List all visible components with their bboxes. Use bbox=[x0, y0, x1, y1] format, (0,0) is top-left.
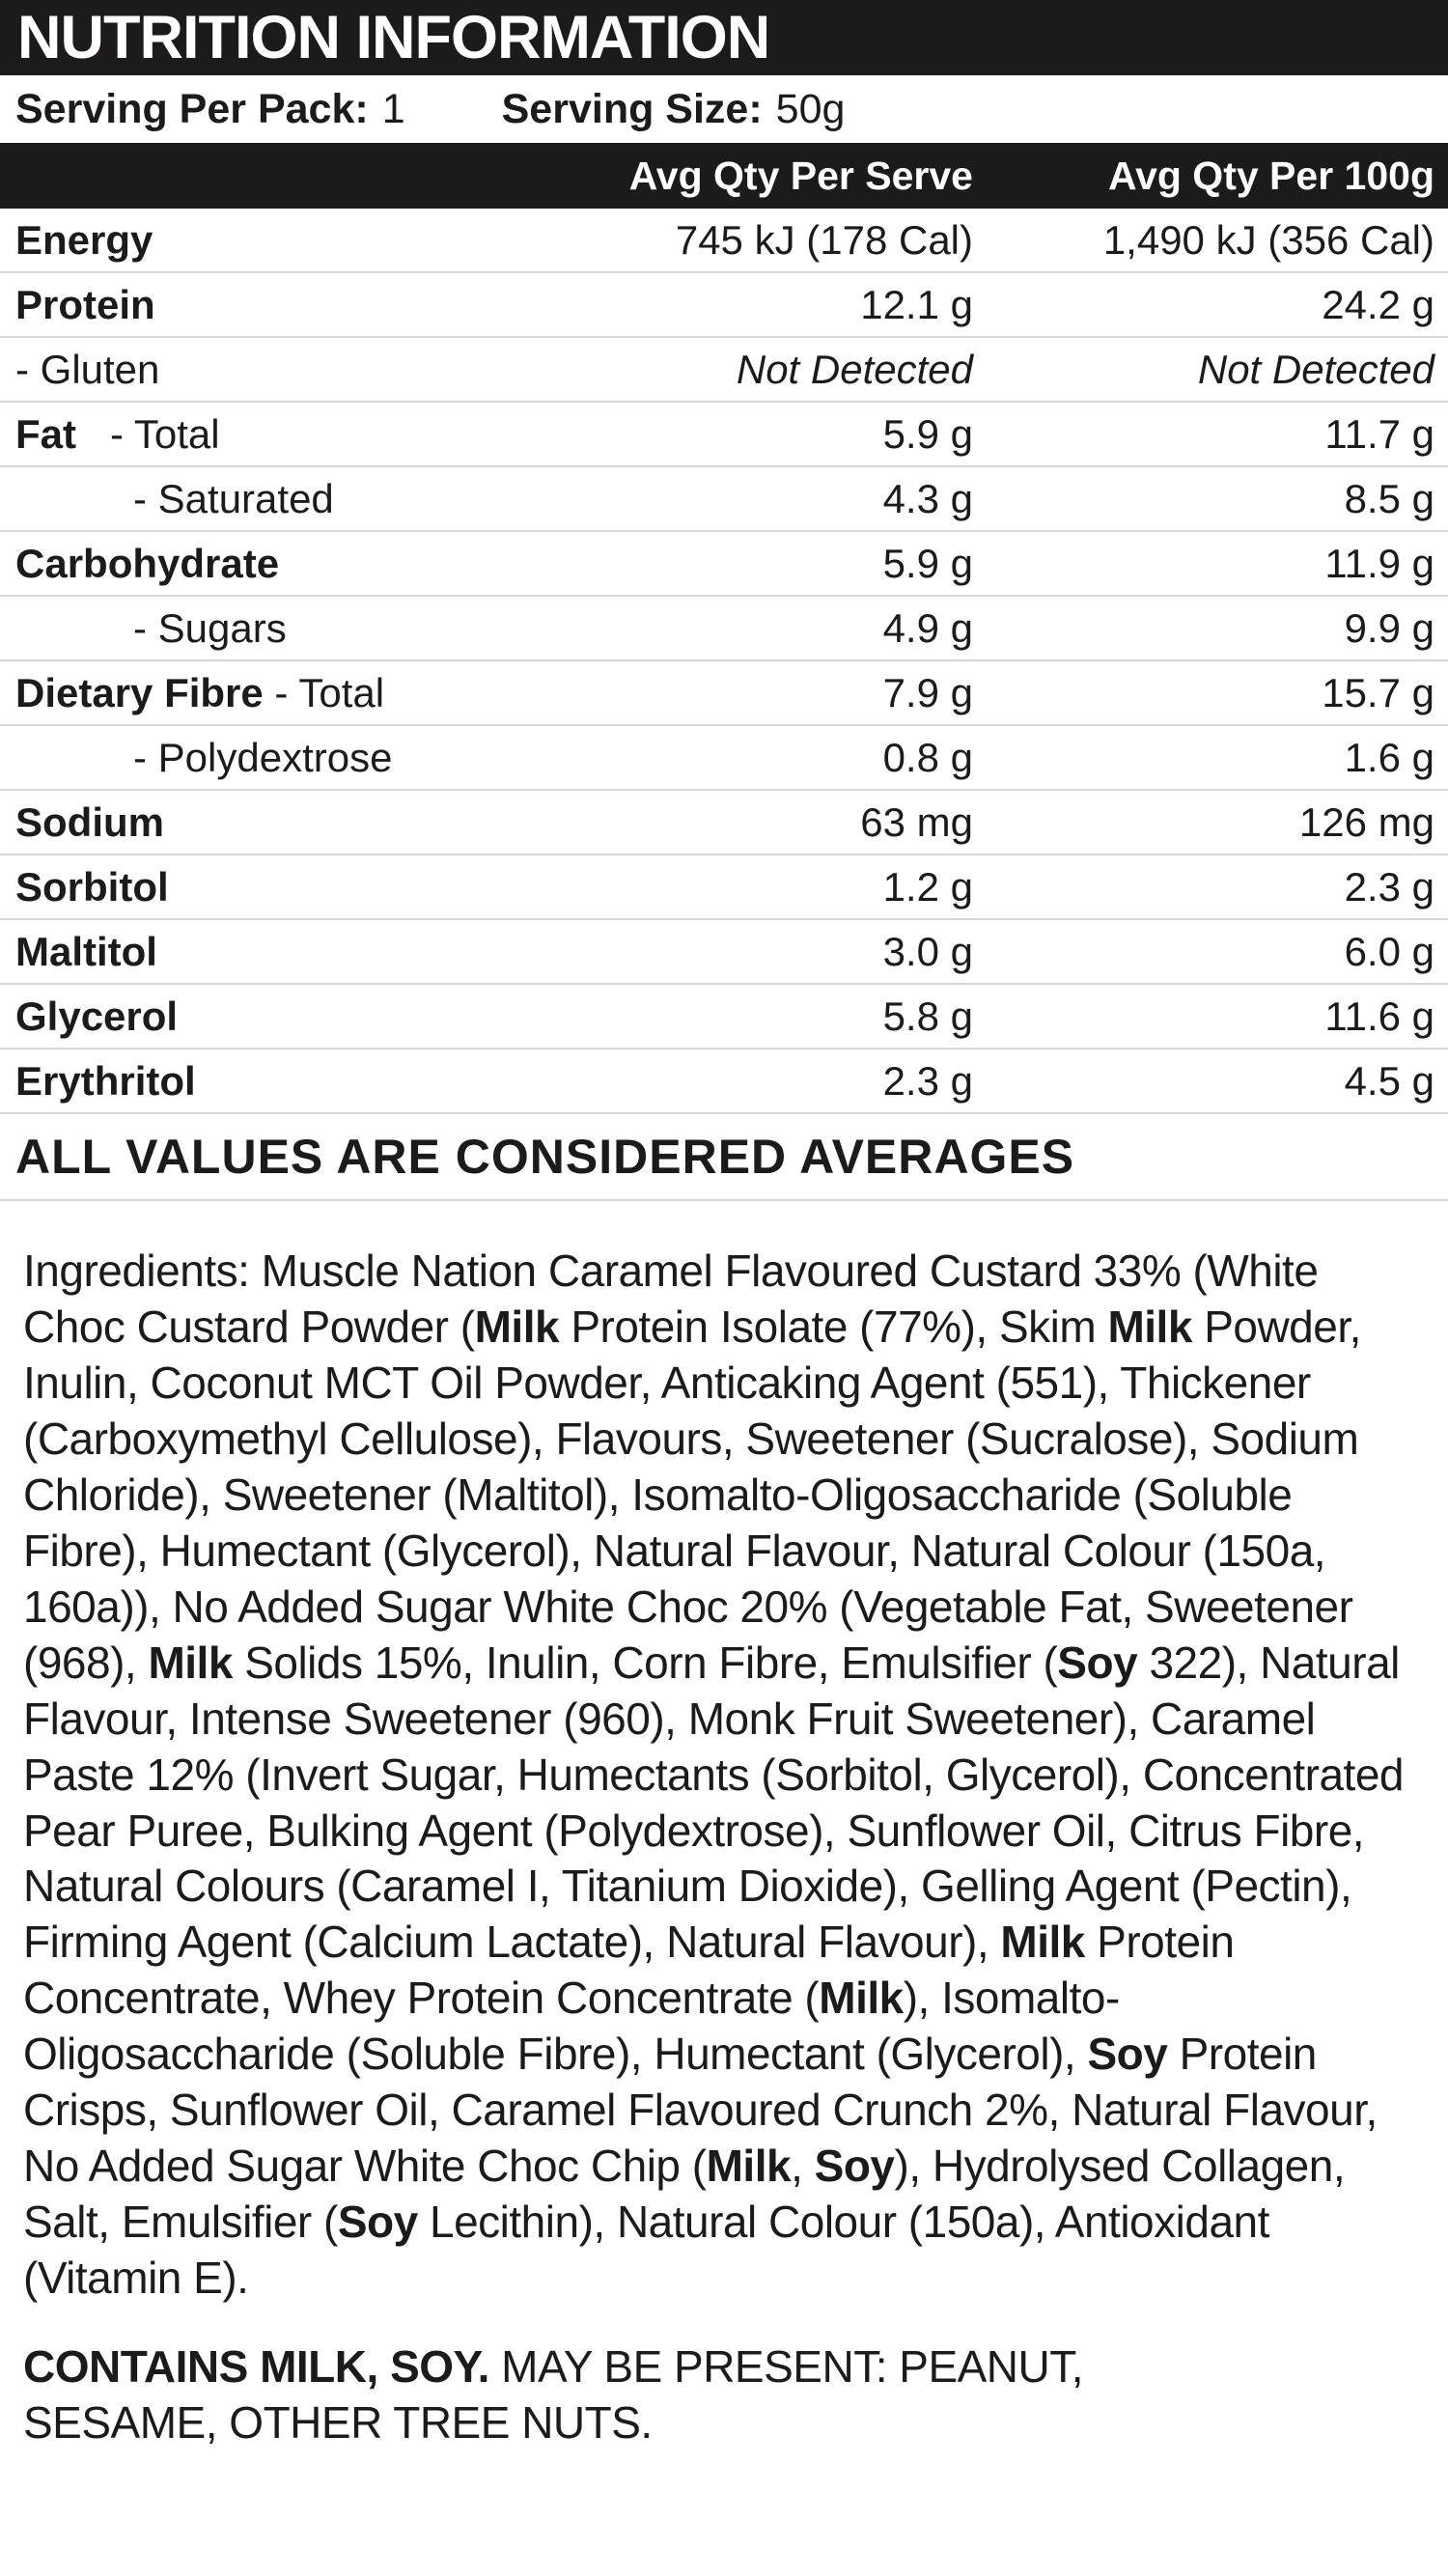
nutrient-name: Maltitol bbox=[15, 928, 157, 974]
value-per-100g: 11.7 g bbox=[1324, 410, 1434, 457]
value-per-serve: 4.9 g bbox=[882, 604, 973, 651]
title-bar: NUTRITION INFORMATION bbox=[0, 0, 1448, 75]
ingredients-paragraph: Ingredients: Muscle Nation Caramel Flavo… bbox=[23, 1246, 1405, 2304]
serving-per-pack-label: Serving Per Pack: bbox=[15, 85, 369, 132]
value-per-serve: 5.8 g bbox=[882, 993, 973, 1039]
table-row-glycerol: Glycerol 5.8 g 11.6 g bbox=[0, 985, 1448, 1050]
value-per-100g: 24.2 g bbox=[1322, 281, 1434, 327]
column-header-bar: Avg Qty Per Serve Avg Qty Per 100g bbox=[0, 143, 1448, 209]
table-row-protein: Protein 12.1 g 24.2 g bbox=[0, 273, 1448, 338]
value-per-100g: 1.6 g bbox=[1344, 734, 1434, 780]
nutrient-name: Dietary Fibre - Total bbox=[15, 669, 385, 715]
value-per-100g: Not Detected bbox=[1197, 346, 1434, 392]
value-per-serve: 63 mg bbox=[860, 798, 973, 845]
table-row-polydextrose: - Polydextrose 0.8 g 1.6 g bbox=[0, 726, 1448, 791]
value-per-serve: 2.3 g bbox=[882, 1057, 973, 1104]
serving-size-label: Serving Size: bbox=[501, 85, 763, 132]
table-row-sugars: - Sugars 4.9 g 9.9 g bbox=[0, 597, 1448, 661]
table-row-fat-saturated: - Saturated 4.3 g 8.5 g bbox=[0, 467, 1448, 532]
serving-row: Serving Per Pack: 1 Serving Size: 50g bbox=[0, 75, 1448, 143]
nutrient-name: Carbohydrate bbox=[15, 540, 280, 586]
nutrient-name: Erythritol bbox=[15, 1057, 196, 1104]
table-row-dietary-fibre: Dietary Fibre - Total 7.9 g 15.7 g bbox=[0, 661, 1448, 726]
value-per-serve: Not Detected bbox=[736, 346, 973, 392]
serving-size-value: 50g bbox=[775, 85, 846, 132]
value-per-100g: 2.3 g bbox=[1344, 863, 1434, 910]
nutrient-name: Energy bbox=[15, 216, 153, 263]
table-row-sorbitol: Sorbitol 1.2 g 2.3 g bbox=[0, 855, 1448, 920]
value-per-100g: 15.7 g bbox=[1322, 669, 1434, 715]
table-row-carbohydrate: Carbohydrate 5.9 g 11.9 g bbox=[0, 532, 1448, 597]
nutrient-name: - Saturated bbox=[133, 475, 334, 521]
page-title: NUTRITION INFORMATION bbox=[17, 4, 770, 71]
nutrient-name: - Gluten bbox=[15, 346, 160, 392]
column-header-per-serve: Avg Qty Per Serve bbox=[628, 153, 973, 198]
value-per-100g: 126 mg bbox=[1298, 798, 1434, 845]
nutrient-name: Fat - Total bbox=[15, 410, 220, 457]
value-per-100g: 1,490 kJ (356 Cal) bbox=[1102, 216, 1434, 263]
value-per-100g: 4.5 g bbox=[1344, 1057, 1434, 1104]
value-per-serve: 7.9 g bbox=[882, 669, 973, 715]
value-per-serve: 3.0 g bbox=[882, 928, 973, 974]
value-per-100g: 8.5 g bbox=[1344, 475, 1434, 521]
serving-per-pack-value: 1 bbox=[381, 85, 405, 132]
value-per-100g: 11.6 g bbox=[1324, 993, 1434, 1039]
nutrient-name: Glycerol bbox=[15, 993, 179, 1039]
value-per-serve: 1.2 g bbox=[882, 863, 973, 910]
value-per-serve: 5.9 g bbox=[882, 410, 973, 457]
value-per-100g: 6.0 g bbox=[1344, 928, 1434, 974]
table-row-sodium: Sodium 63 mg 126 mg bbox=[0, 791, 1448, 855]
column-header-per-100g: Avg Qty Per 100g bbox=[1107, 153, 1434, 198]
averages-note: ALL VALUES ARE CONSIDERED AVERAGES bbox=[0, 1114, 1448, 1201]
nutrient-name: - Sugars bbox=[133, 604, 287, 651]
value-per-100g: 9.9 g bbox=[1344, 604, 1434, 651]
allergen-statement: CONTAINS MILK, SOY. MAY BE PRESENT: PEAN… bbox=[23, 2341, 1084, 2449]
table-row-energy: Energy 745 kJ (178 Cal) 1,490 kJ (356 Ca… bbox=[0, 209, 1448, 273]
table-row-gluten: - Gluten Not Detected Not Detected bbox=[0, 338, 1448, 403]
nutrient-name: - Polydextrose bbox=[133, 734, 393, 780]
value-per-serve: 5.9 g bbox=[882, 540, 973, 586]
value-per-100g: 11.9 g bbox=[1324, 540, 1434, 586]
table-row-maltitol: Maltitol 3.0 g 6.0 g bbox=[0, 920, 1448, 985]
nutrition-table: Energy 745 kJ (178 Cal) 1,490 kJ (356 Ca… bbox=[0, 209, 1448, 1201]
nutrient-name: Sorbitol bbox=[15, 863, 169, 910]
value-per-serve: 12.1 g bbox=[860, 281, 973, 327]
table-row-erythritol: Erythritol 2.3 g 4.5 g bbox=[0, 1050, 1448, 1114]
value-per-serve: 745 kJ (178 Cal) bbox=[675, 216, 973, 263]
nutrient-name: Protein bbox=[15, 281, 155, 327]
value-per-serve: 0.8 g bbox=[882, 734, 973, 780]
table-row-fat-total: Fat - Total 5.9 g 11.7 g bbox=[0, 403, 1448, 467]
value-per-serve: 4.3 g bbox=[882, 475, 973, 521]
nutrient-name: Sodium bbox=[15, 798, 164, 845]
